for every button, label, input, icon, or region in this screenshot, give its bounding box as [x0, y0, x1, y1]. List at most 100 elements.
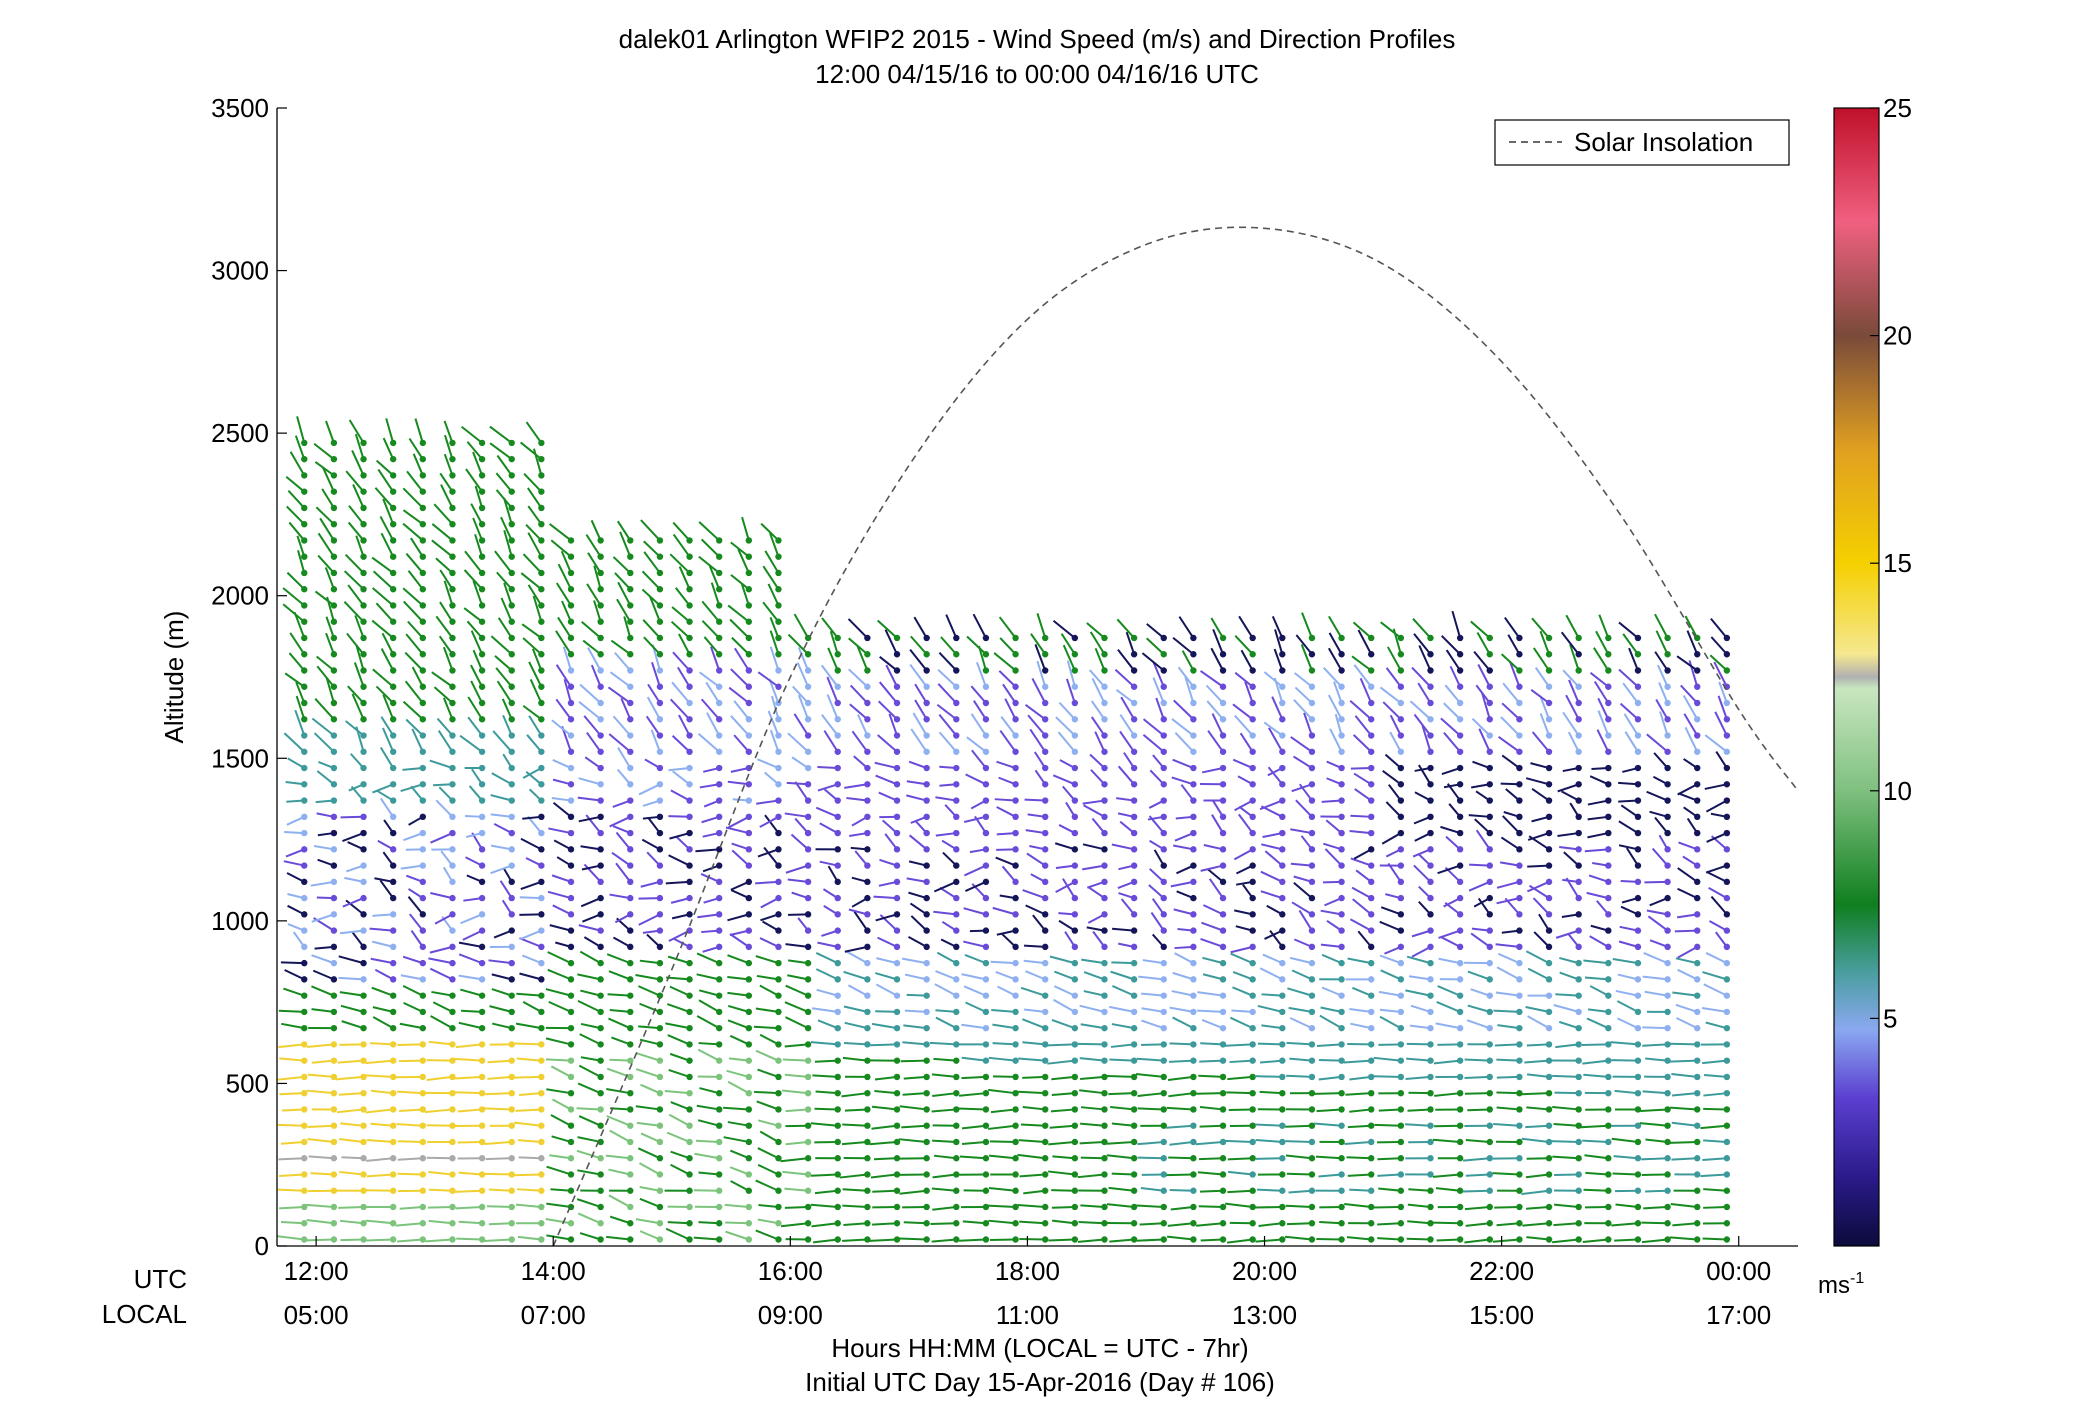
- wind-barb-point: [330, 797, 338, 804]
- wind-barb-point: [1427, 1203, 1434, 1211]
- wind-barb-point: [360, 732, 367, 739]
- wind-barb-point: [1545, 716, 1553, 723]
- wind-barb: [849, 684, 869, 704]
- wind-barb: [990, 1108, 1016, 1114]
- wind-barb: [1167, 1075, 1194, 1081]
- wind-barb: [454, 1057, 483, 1062]
- wind-barb: [1387, 784, 1402, 802]
- wind-barb: [961, 1140, 987, 1146]
- wind-barb-point: [1219, 748, 1227, 755]
- wind-barb-point: [538, 1024, 545, 1032]
- wind-barb: [1674, 929, 1698, 933]
- wind-barb-point: [1575, 1187, 1582, 1194]
- wind-barb-point: [1338, 813, 1345, 821]
- wind-barb: [730, 715, 750, 737]
- wind-barb-point: [627, 1106, 634, 1113]
- wind-barb: [319, 517, 335, 541]
- wind-barb-point: [953, 878, 960, 886]
- wind-barb: [784, 1001, 809, 1013]
- wind-barb: [1623, 713, 1639, 737]
- wind-barb-point: [745, 1106, 753, 1113]
- wind-barb-point: [686, 748, 693, 755]
- wind-barb: [287, 489, 306, 509]
- wind-barb-point: [1694, 1073, 1701, 1081]
- wind-barb: [1111, 961, 1135, 965]
- wind-barb-point: [656, 748, 664, 755]
- wind-barb: [1318, 1075, 1342, 1081]
- wind-barb: [286, 872, 305, 883]
- wind-barb: [493, 822, 513, 834]
- wind-barb-point: [508, 667, 515, 674]
- wind-barb: [431, 671, 454, 688]
- wind-barb: [496, 571, 513, 590]
- wind-barb: [294, 709, 306, 736]
- wind-barb-point: [330, 537, 338, 544]
- wind-barb-point: [686, 634, 693, 642]
- wind-barb: [1378, 1108, 1401, 1112]
- wind-barb: [1406, 1237, 1431, 1241]
- wind-barb-point: [1575, 1008, 1582, 1016]
- wind-barb-point: [1308, 943, 1316, 951]
- wind-barb-point: [389, 1203, 397, 1211]
- wind-barb: [988, 1187, 1016, 1192]
- wind-barb-point: [1012, 1122, 1019, 1129]
- wind-barb: [1318, 1173, 1342, 1178]
- wind-barb: [821, 714, 839, 737]
- wind-barb: [503, 497, 513, 525]
- wind-barb: [1264, 929, 1283, 940]
- wind-barb-point: [597, 797, 604, 804]
- wind-barb-point: [627, 1203, 634, 1211]
- wind-barb: [1259, 1090, 1283, 1095]
- wind-barb: [1259, 967, 1283, 981]
- wind-barb-point: [508, 569, 515, 577]
- wind-barb-point: [449, 553, 456, 560]
- wind-barb-point: [1368, 1122, 1375, 1129]
- wind-barb-point: [508, 634, 515, 642]
- wind-barb: [1531, 731, 1550, 753]
- wind-barb-point: [1397, 781, 1405, 788]
- wind-barb-point: [1042, 716, 1049, 723]
- wind-barb: [1381, 832, 1402, 845]
- wind-barb: [1467, 1004, 1491, 1013]
- wind-barb: [670, 789, 691, 802]
- wind-barb-point: [360, 911, 367, 918]
- wind-barb-point: [775, 1122, 782, 1129]
- wind-barb-point: [715, 569, 723, 577]
- wind-barb-point: [893, 634, 901, 642]
- wind-barb-point: [1634, 894, 1642, 902]
- wind-barb-point: [745, 732, 753, 739]
- wind-barb-point: [301, 1073, 308, 1081]
- wind-barb-point: [1516, 764, 1523, 772]
- wind-barb: [519, 937, 542, 948]
- wind-barb: [1671, 1072, 1698, 1078]
- wind-barb-point: [923, 699, 930, 707]
- wind-barb-point: [864, 846, 871, 853]
- wind-barb-point: [419, 797, 427, 804]
- wind-barb-point: [1368, 1073, 1375, 1081]
- wind-barb: [525, 523, 543, 542]
- wind-barb-point: [775, 716, 782, 723]
- wind-barb-point: [330, 927, 338, 934]
- wind-barb: [1618, 781, 1639, 786]
- wind-barb: [1004, 698, 1017, 720]
- wind-barb: [546, 1234, 572, 1241]
- wind-barb-point: [804, 1187, 812, 1194]
- wind-barb: [339, 991, 364, 997]
- wind-barb-point: [1486, 781, 1493, 788]
- wind-barb: [403, 832, 424, 842]
- wind-barb-point: [360, 537, 367, 544]
- wind-barb-point: [1545, 1203, 1553, 1211]
- wind-barb: [1412, 617, 1432, 639]
- wind-barb-point: [1160, 651, 1167, 658]
- wind-barb: [488, 1222, 512, 1226]
- wind-barb: [1087, 886, 1106, 899]
- wind-barb: [1169, 1140, 1194, 1146]
- wind-barb: [1671, 1157, 1698, 1161]
- wind-barb: [724, 1203, 749, 1208]
- wind-barb: [1199, 1124, 1224, 1128]
- wind-barb: [1224, 1139, 1253, 1143]
- wind-barb: [410, 537, 424, 558]
- wind-barb: [1649, 897, 1668, 907]
- wind-barb: [1080, 1122, 1105, 1127]
- wind-barb-point: [686, 602, 693, 609]
